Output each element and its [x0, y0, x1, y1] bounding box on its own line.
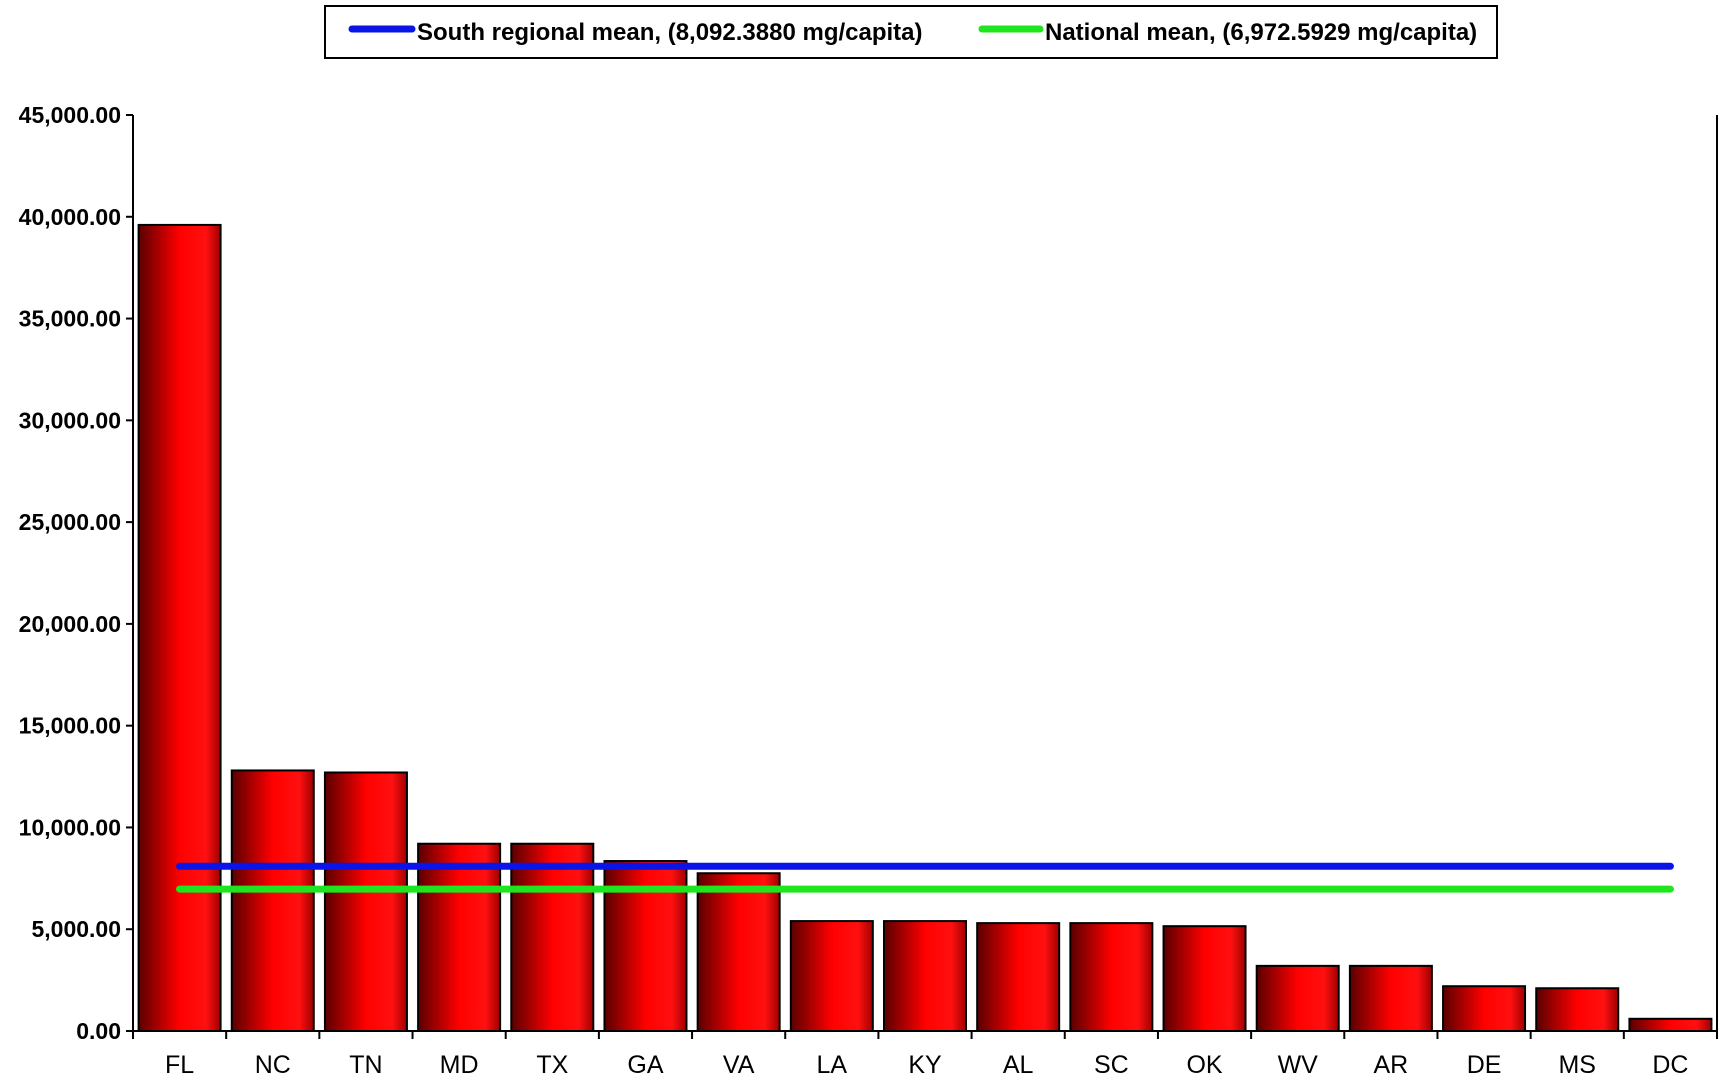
x-tick-label-ar: AR	[1374, 1051, 1409, 1079]
bar-va	[696, 872, 781, 1032]
x-tick-label-va: VA	[723, 1051, 755, 1079]
x-tick-label-al: AL	[1003, 1051, 1034, 1079]
y-tick-label: 45,000.00	[19, 102, 121, 128]
x-tick-label-tx: TX	[536, 1051, 568, 1079]
y-axis-ticks: 0.00 5,000.00 10,000.00 15,000.00 20,000.00 2…	[19, 102, 133, 1044]
x-tick-label-ms: MS	[1558, 1051, 1596, 1079]
x-tick-label-dc: DC	[1652, 1051, 1688, 1079]
bar-series	[137, 223, 1713, 1033]
bar-dc	[1628, 1017, 1713, 1033]
x-tick-label-ga: GA	[627, 1051, 663, 1079]
x-tick-label-md: MD	[440, 1051, 479, 1079]
legend-label-national-mean: National mean, (6,972.5929 mg/capita)	[1045, 19, 1477, 46]
bar-ky	[883, 920, 967, 1033]
legend-label-south-mean: South regional mean, (8,092.3880 mg/capi…	[417, 19, 923, 46]
x-tick-label-fl: FL	[165, 1051, 194, 1079]
x-tick-label-nc: NC	[255, 1051, 291, 1079]
bar-la	[789, 920, 874, 1033]
x-tick-label-wv: WV	[1278, 1051, 1319, 1079]
axes	[132, 115, 1718, 1032]
bar-tx	[510, 842, 595, 1032]
x-tick-label-la: LA	[817, 1051, 848, 1079]
bar-sc	[1069, 922, 1154, 1032]
bar-wv	[1255, 964, 1340, 1033]
bar-ms	[1535, 987, 1620, 1033]
y-tick-label: 35,000.00	[19, 306, 121, 332]
y-tick-label: 40,000.00	[19, 204, 121, 230]
x-tick-label-de: DE	[1467, 1051, 1502, 1079]
x-tick-label-tn: TN	[349, 1051, 382, 1079]
x-axis-ticks: FL NC TN MD TX GA VA LA KY AL SC OK WV AR DE MS DC	[132, 1031, 1718, 1079]
x-tick-label-sc: SC	[1094, 1051, 1129, 1079]
y-tick-label: 30,000.00	[19, 407, 121, 433]
y-tick-label: 10,000.00	[19, 814, 121, 840]
reference-lines	[176, 862, 1674, 893]
y-tick-label: 15,000.00	[19, 713, 121, 739]
y-tick-label: 5,000.00	[31, 916, 121, 942]
bar-nc	[230, 769, 315, 1033]
bar-ok	[1162, 925, 1247, 1032]
bar-ar	[1348, 964, 1433, 1033]
y-tick-label: 20,000.00	[19, 611, 121, 637]
y-tick-label: 25,000.00	[19, 509, 121, 535]
bar-md	[417, 842, 502, 1032]
x-tick-label-ok: OK	[1186, 1051, 1222, 1079]
bar-al	[976, 922, 1061, 1032]
y-tick-label: 0.00	[76, 1018, 121, 1044]
legend-box	[324, 5, 1498, 59]
x-tick-label-ky: KY	[908, 1051, 942, 1079]
bar-tn	[323, 771, 408, 1032]
bar-de	[1442, 985, 1527, 1032]
bar-fl	[137, 223, 222, 1033]
legend: South regional mean, (8,092.3880 mg/capi…	[324, 5, 1498, 59]
